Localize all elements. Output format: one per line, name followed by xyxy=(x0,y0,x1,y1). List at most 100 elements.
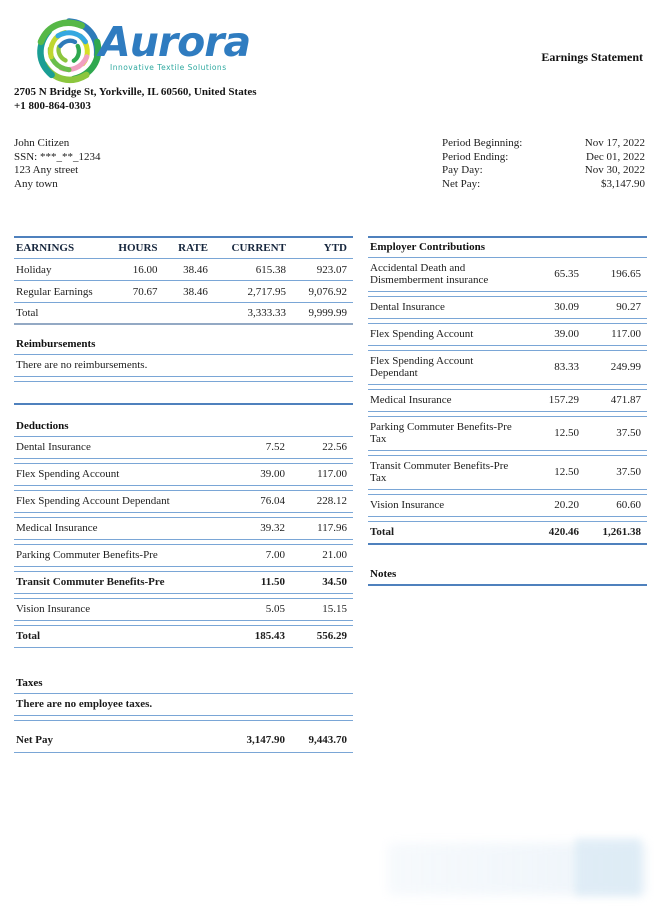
reimbursements-empty-text: There are no reimbursements. xyxy=(14,355,353,377)
earning-name: Regular Earnings xyxy=(16,285,93,298)
table-row: Dental Insurance 30.09 90.27 xyxy=(368,296,647,319)
contribution-ytd: 249.99 xyxy=(610,361,641,373)
contribution-ytd: 37.50 xyxy=(616,427,641,439)
deduction-current: 39.32 xyxy=(260,522,285,534)
aurora-swirl-logo-icon xyxy=(37,18,102,84)
contribution-ytd: 90.27 xyxy=(616,301,641,313)
deduction-current: 7.52 xyxy=(265,441,285,453)
period-ending-value: Dec 01, 2022 xyxy=(586,150,645,163)
earning-hours: 16.00 xyxy=(132,263,158,276)
pay-day-row: Pay Day: Nov 30, 2022 xyxy=(442,164,645,178)
contribution-name: Dental Insurance xyxy=(370,301,445,313)
table-row: Medical Insurance 39.32 117.96 xyxy=(14,517,353,540)
reimbursements-title: Reimbursements xyxy=(14,335,353,355)
section-divider xyxy=(14,403,353,405)
contribution-name: Transit Commuter Benefits-Pre Tax xyxy=(370,460,509,484)
earnings-total-current: 3,333.33 xyxy=(247,307,286,319)
contribution-ytd: 60.60 xyxy=(616,499,641,511)
earnings-header-current: CURRENT xyxy=(231,242,286,254)
faint-scan-watermark-box xyxy=(575,838,641,896)
employee-ssn: SSN: ***_**_1234 xyxy=(14,150,101,163)
table-row: Parking Commuter Benefits-Pre Tax 12.50 … xyxy=(368,416,647,451)
net-pay-summary-value: $3,147.90 xyxy=(601,177,645,190)
employee-address-line1: 123 Any street xyxy=(14,164,79,176)
table-row: Dental Insurance 7.52 22.56 xyxy=(14,437,353,459)
deduction-name: Medical Insurance xyxy=(16,522,98,534)
table-row: Regular Earnings 70.67 38.46 2,717.95 9,… xyxy=(14,281,353,303)
deduction-ytd: 117.00 xyxy=(317,468,347,480)
deduction-ytd: 21.00 xyxy=(322,549,347,561)
contribution-current: 20.20 xyxy=(554,499,579,511)
deductions-title: Deductions xyxy=(14,417,353,437)
deductions-total-label: Total xyxy=(16,630,41,642)
table-row: Flex Spending Account Dependant 76.04 22… xyxy=(14,490,353,513)
deduction-ytd: 15.15 xyxy=(322,603,347,615)
contributions-total-row: Total 420.46 1,261.38 xyxy=(368,521,647,545)
table-row: Transit Commuter Benefits-Pre Tax 12.50 … xyxy=(368,455,647,490)
deduction-name: Vision Insurance xyxy=(16,603,91,615)
document-title: Earnings Statement xyxy=(541,50,643,64)
left-column: EARNINGS HOURS RATE CURRENT YTD Holiday … xyxy=(14,236,353,753)
deduction-current: 11.50 xyxy=(260,576,285,588)
deduction-ytd: 228.12 xyxy=(316,495,347,507)
contribution-current: 65.35 xyxy=(554,268,579,280)
company-logo-wordmark: Aurora xyxy=(99,18,251,66)
table-row: Transit Commuter Benefits-Pre 11.50 34.5… xyxy=(14,571,353,594)
earnings-total-label: Total xyxy=(16,307,39,319)
deduction-name: Flex Spending Account xyxy=(16,468,120,480)
deduction-current: 5.05 xyxy=(265,603,285,615)
period-beginning-row: Period Beginning: Nov 17, 2022 xyxy=(442,137,645,151)
contribution-current: 12.50 xyxy=(554,466,579,478)
reimbursements-section: Reimbursements There are no reimbursemen… xyxy=(14,335,353,382)
notes-title: Notes xyxy=(368,565,647,586)
deductions-total-ytd: 556.29 xyxy=(316,630,347,642)
deduction-current: 7.00 xyxy=(265,549,285,561)
contribution-name: Accidental Death and Dismemberment insur… xyxy=(370,262,489,286)
contribution-name: Flex Spending Account xyxy=(370,328,474,340)
company-phone: +1 800-864-0303 xyxy=(14,100,91,112)
earnings-table: EARNINGS HOURS RATE CURRENT YTD Holiday … xyxy=(14,236,353,325)
table-row: Flex Spending Account 39.00 117.00 xyxy=(368,323,647,346)
faint-scan-watermark xyxy=(388,843,646,895)
earning-rate: 38.46 xyxy=(183,285,208,298)
earning-name: Holiday xyxy=(16,263,52,276)
period-beginning-label: Period Beginning: xyxy=(442,137,523,149)
net-pay-current: 3,147.90 xyxy=(246,734,286,746)
deductions-total-row: Total 185.43 556.29 xyxy=(14,625,353,648)
notes-section: Notes xyxy=(368,565,647,586)
earning-ytd: 9,076.92 xyxy=(308,285,348,298)
earning-ytd: 923.07 xyxy=(316,263,347,276)
contribution-ytd: 196.65 xyxy=(610,268,641,280)
contributions-total-ytd: 1,261.38 xyxy=(602,526,642,538)
employer-contributions-title: Employer Contributions xyxy=(368,236,647,258)
employee-info-block: John Citizen SSN: ***_**_1234 123 Any st… xyxy=(14,137,101,191)
deduction-ytd: 34.50 xyxy=(322,576,347,588)
contribution-current: 157.29 xyxy=(548,394,579,406)
deductions-section: Deductions Dental Insurance 7.52 22.56 F… xyxy=(14,417,353,648)
net-pay-summary-row: Net Pay: $3,147.90 xyxy=(442,178,645,192)
period-ending-row: Period Ending: Dec 01, 2022 xyxy=(442,151,645,165)
earning-current: 615.38 xyxy=(255,263,286,276)
contribution-current: 30.09 xyxy=(554,301,579,313)
table-row: Holiday 16.00 38.46 615.38 923.07 xyxy=(14,259,353,281)
taxes-title: Taxes xyxy=(14,674,353,694)
earning-current: 2,717.95 xyxy=(247,285,286,298)
deduction-name: Dental Insurance xyxy=(16,441,91,453)
earnings-total-ytd: 9,999.99 xyxy=(308,307,348,319)
taxes-empty-text: There are no employee taxes. xyxy=(14,694,353,716)
employer-contributions-table: Employer Contributions Accidental Death … xyxy=(368,236,647,545)
net-pay-label: Net Pay xyxy=(16,734,53,746)
company-tagline: Innovative Textile Solutions xyxy=(110,63,227,72)
contributions-total-label: Total xyxy=(370,526,395,538)
pay-day-label: Pay Day: xyxy=(442,164,483,176)
table-row: Vision Insurance 5.05 15.15 xyxy=(14,598,353,621)
table-row: Flex Spending Account 39.00 117.00 xyxy=(14,463,353,486)
contribution-name: Flex Spending Account Dependant xyxy=(370,355,474,379)
table-row: Flex Spending Account Dependant 83.33 24… xyxy=(368,350,647,385)
net-pay-ytd: 9,443.70 xyxy=(308,734,348,746)
deduction-ytd: 22.56 xyxy=(322,441,347,453)
earnings-header-row: EARNINGS HOURS RATE CURRENT YTD xyxy=(14,236,353,259)
net-pay-row: Net Pay 3,147.90 9,443.70 xyxy=(14,728,353,753)
deduction-name: Flex Spending Account Dependant xyxy=(16,495,170,507)
